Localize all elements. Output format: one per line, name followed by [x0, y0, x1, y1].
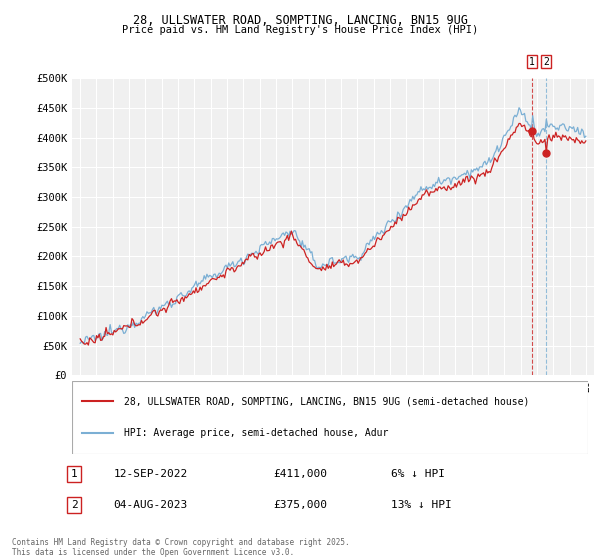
Text: 12-SEP-2022: 12-SEP-2022 — [113, 469, 188, 479]
Text: 28, ULLSWATER ROAD, SOMPTING, LANCING, BN15 9UG: 28, ULLSWATER ROAD, SOMPTING, LANCING, B… — [133, 14, 467, 27]
Text: HPI: Average price, semi-detached house, Adur: HPI: Average price, semi-detached house,… — [124, 428, 388, 438]
Text: 1: 1 — [529, 57, 535, 67]
Text: 04-AUG-2023: 04-AUG-2023 — [113, 500, 188, 510]
Text: Price paid vs. HM Land Registry's House Price Index (HPI): Price paid vs. HM Land Registry's House … — [122, 25, 478, 35]
Text: 13% ↓ HPI: 13% ↓ HPI — [391, 500, 452, 510]
Text: £411,000: £411,000 — [274, 469, 328, 479]
Text: Contains HM Land Registry data © Crown copyright and database right 2025.
This d: Contains HM Land Registry data © Crown c… — [12, 538, 350, 557]
Text: 2: 2 — [71, 500, 77, 510]
Text: 6% ↓ HPI: 6% ↓ HPI — [391, 469, 445, 479]
Text: 1: 1 — [71, 469, 77, 479]
Text: 2: 2 — [544, 57, 550, 67]
FancyBboxPatch shape — [72, 381, 588, 454]
Text: £375,000: £375,000 — [274, 500, 328, 510]
Text: 28, ULLSWATER ROAD, SOMPTING, LANCING, BN15 9UG (semi-detached house): 28, ULLSWATER ROAD, SOMPTING, LANCING, B… — [124, 396, 529, 406]
